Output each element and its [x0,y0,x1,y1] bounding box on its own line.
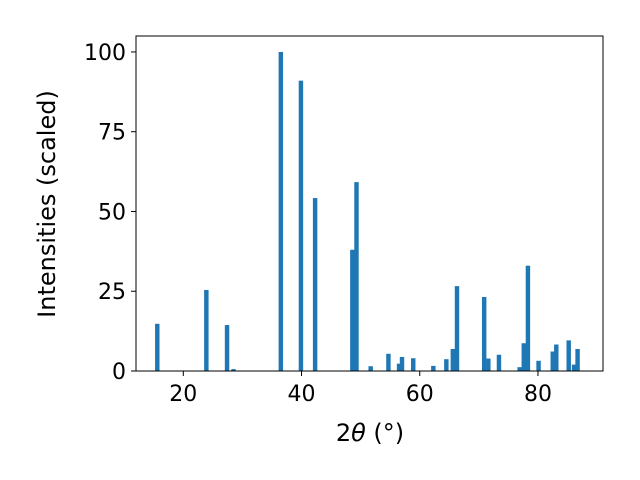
bar-26 [554,344,559,371]
bar-22 [521,343,527,371]
bar-14 [431,365,436,371]
bar-29 [575,348,580,371]
bar-13 [411,358,416,371]
bar-12 [399,356,405,371]
bar-8 [354,182,359,371]
bar-25 [550,351,555,371]
plot-frame [135,35,604,372]
y-axis-ticks: 0 25 50 75 100 [84,41,136,385]
bars-group [155,51,580,372]
x-axis-label: 2θ (°) [336,419,404,447]
y-tick-label: 75 [98,121,126,146]
bar-21 [517,367,522,371]
bar-17 [454,286,460,371]
bar-0 [155,323,160,371]
bar-7 [350,249,355,371]
bar-19 [486,358,491,371]
bar-4 [278,51,284,371]
bar-28 [571,364,577,371]
bar-18 [481,296,487,371]
bar-5 [298,80,304,372]
x-axis-label-theta: θ [351,419,366,447]
bar-24 [536,360,541,371]
y-axis-label: Intensities (scaled) [33,90,61,318]
bar-10 [386,353,391,371]
bar-23 [525,265,531,371]
x-tick-label: 80 [524,382,552,407]
bar-27 [566,340,571,371]
y-tick-label: 50 [98,200,126,225]
x-axis-ticks: 20 40 60 80 [169,371,552,407]
bar-2 [224,325,230,371]
y-tick-label: 0 [112,360,126,385]
x-axis-label-unit: (°) [366,419,404,447]
x-tick-label: 40 [288,382,316,407]
bar-1 [204,289,209,371]
x-tick-label: 20 [169,382,197,407]
bar-15 [444,359,449,371]
bar-3 [231,369,236,371]
bar-20 [496,354,502,371]
x-axis-label-main: 2 [336,419,351,447]
bar-16 [450,348,456,371]
y-tick-label: 25 [98,280,126,305]
y-tick-label: 100 [84,41,126,66]
bar-11 [396,363,402,371]
x-tick-label: 60 [406,382,434,407]
bar-6 [312,198,318,371]
bar-9 [368,366,373,371]
